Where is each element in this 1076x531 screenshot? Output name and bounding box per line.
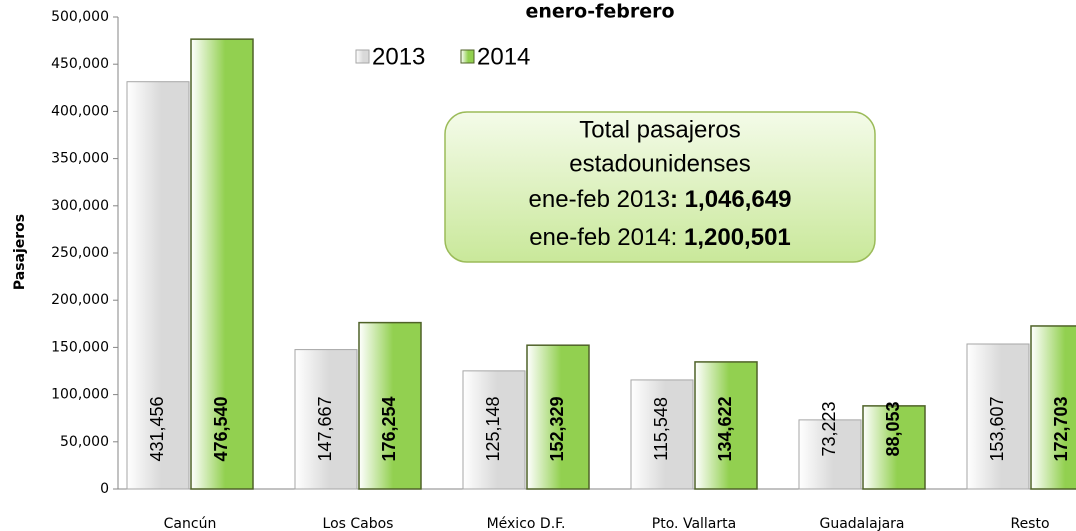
callout-line: ene-feb 2013: 1,046,649 <box>529 186 792 213</box>
legend-label: 2013 <box>372 43 425 70</box>
value-label: 134,622 <box>715 396 735 461</box>
y-tick-label: 300,000 <box>51 198 109 214</box>
value-label: 152,329 <box>547 396 567 461</box>
bar <box>1030 325 1076 490</box>
y-tick-label: 150,000 <box>51 339 109 355</box>
callout-text: ene-feb 2013 <box>529 186 670 213</box>
value-label: 147,667 <box>315 396 335 461</box>
callout-line: ene-feb 2014: 1,200,501 <box>529 224 791 251</box>
legend-swatch <box>460 49 475 64</box>
y-axis-label: Pasajeros <box>12 214 28 290</box>
y-tick-label: 500,000 <box>51 9 109 25</box>
y-tick-label: 50,000 <box>60 434 109 450</box>
callout-box <box>444 111 876 263</box>
y-tick-label: 450,000 <box>51 56 109 72</box>
x-tick-label: Resto <box>1010 516 1049 531</box>
bar <box>126 81 190 490</box>
bar <box>798 419 862 490</box>
y-tick-label: 350,000 <box>51 151 109 167</box>
value-label: 88,053 <box>883 401 903 456</box>
bar <box>462 370 526 490</box>
value-label: 176,254 <box>379 396 399 461</box>
y-tick-label: 250,000 <box>51 245 109 261</box>
callout: Total pasajeros estadounidenses ene-feb … <box>444 111 876 263</box>
y-tick-label: 400,000 <box>51 103 109 119</box>
value-label: 431,456 <box>147 396 167 461</box>
value-label: 125,148 <box>483 396 503 461</box>
value-label: 73,223 <box>819 401 839 456</box>
bar <box>862 405 926 490</box>
value-label: 476,540 <box>211 396 231 461</box>
callout-line: Total pasajeros <box>579 116 740 143</box>
bar <box>294 349 358 490</box>
x-tick-label: México D.F. <box>487 516 566 531</box>
bar <box>630 379 694 490</box>
bar <box>526 344 590 490</box>
value-label: 115,548 <box>651 397 671 461</box>
callout-value: 1,200,501 <box>684 224 791 251</box>
y-tick-label: 200,000 <box>51 292 109 308</box>
x-tick-label: Pto. Vallarta <box>652 516 736 531</box>
callout-value: : 1,046,649 <box>670 186 791 213</box>
x-tick-label: Los Cabos <box>323 516 394 531</box>
x-tick-label: Cancún <box>164 516 217 531</box>
callout-text: ene-feb 2014: <box>529 224 684 251</box>
bar <box>694 361 758 490</box>
callout-line: estadounidenses <box>569 150 750 177</box>
value-label: 153,607 <box>987 396 1007 461</box>
chart-title: enero-febrero <box>525 1 674 23</box>
y-tick-label: 100,000 <box>51 387 109 403</box>
x-tick-label: Guadalajara <box>819 516 904 531</box>
y-tick-label: 0 <box>100 481 109 497</box>
bar <box>190 38 254 490</box>
legend-label: 2014 <box>477 43 530 70</box>
legend-swatch <box>355 49 370 64</box>
bar <box>358 321 422 490</box>
bar <box>966 343 1030 490</box>
value-label: 172,703 <box>1051 396 1071 461</box>
